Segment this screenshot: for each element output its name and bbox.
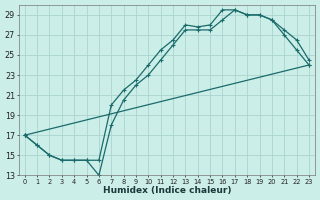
X-axis label: Humidex (Indice chaleur): Humidex (Indice chaleur) xyxy=(103,186,231,195)
